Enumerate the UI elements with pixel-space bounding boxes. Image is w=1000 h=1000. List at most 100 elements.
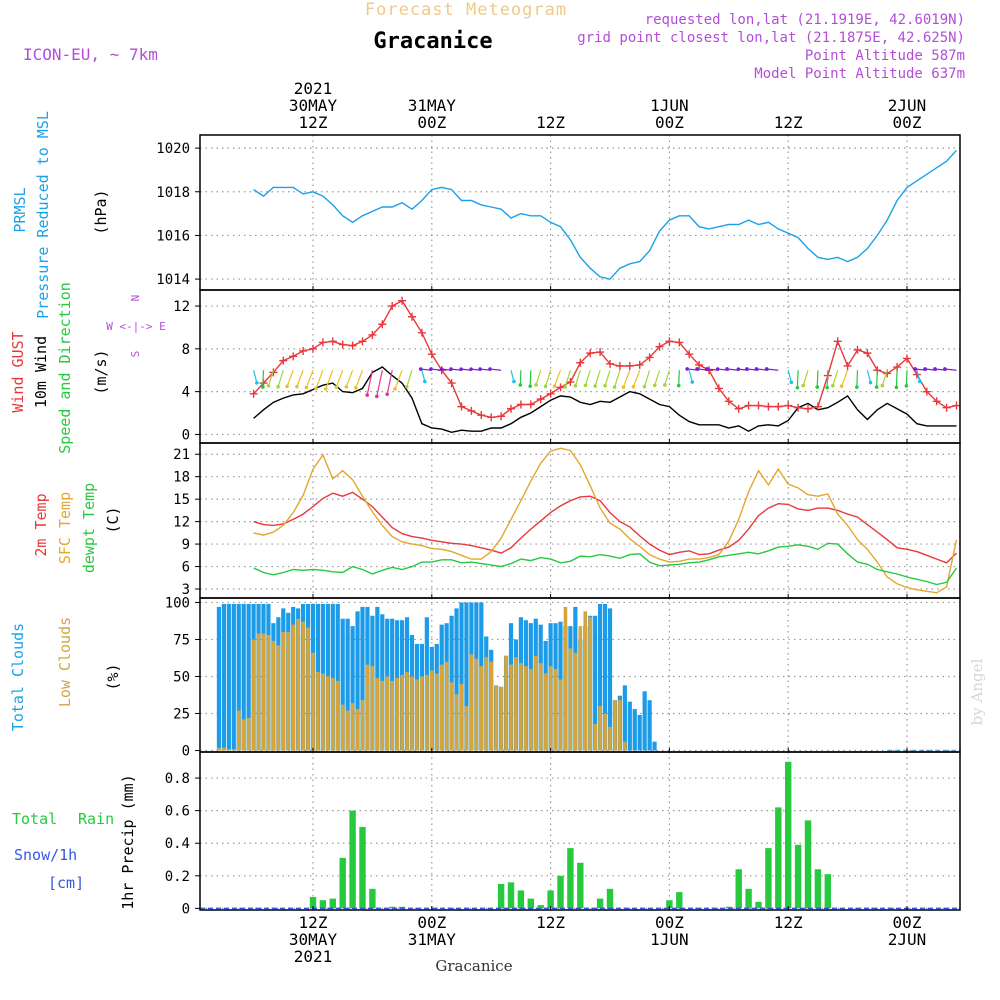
- wind-arrow-head: [354, 385, 358, 390]
- ytick-label: 0: [182, 427, 190, 443]
- cloud-bar-low: [454, 694, 459, 751]
- ytick-label: 0: [182, 744, 190, 760]
- cloud-bar-total: [340, 618, 345, 751]
- panel-frame: [199, 442, 961, 599]
- time-label: 00Z: [417, 913, 446, 932]
- series-line-prmsl: [253, 149, 958, 280]
- cloud-bar-low: [326, 676, 330, 751]
- cloud-bar-low: [519, 663, 523, 751]
- precip-bar: [507, 882, 515, 909]
- wind-arrow-head: [918, 379, 922, 384]
- wind-arrow: [345, 370, 354, 388]
- gust-marker: [299, 346, 308, 355]
- cloud-bar-total: [350, 626, 355, 751]
- cloud-bar-low: [583, 611, 588, 751]
- cloud-bar-low: [608, 726, 612, 751]
- cloud-bar-low: [321, 673, 325, 751]
- gust-marker: [695, 360, 704, 369]
- info-point-altitude: Point Altitude 587m: [805, 48, 965, 64]
- frame-layer: [199, 134, 961, 911]
- cloud-bar-total: [330, 603, 335, 751]
- cloud-bar-low: [494, 685, 498, 751]
- precip-bar: [339, 857, 346, 909]
- wind-arrow: [296, 370, 304, 387]
- cloud-bar-low: [439, 664, 444, 751]
- gust-marker: [546, 389, 555, 398]
- gust-marker: [368, 330, 377, 339]
- cloud-bar-low: [375, 677, 380, 751]
- wind-arrow-head: [725, 367, 729, 371]
- wind-arrow-head: [754, 367, 759, 371]
- cloud-bar-low: [217, 747, 221, 751]
- precip-bar: [676, 892, 683, 909]
- cloud-bar-low: [246, 717, 251, 751]
- cloud-bar-low: [227, 749, 231, 751]
- ytick-label: 12: [173, 515, 190, 531]
- cloud-bar-low: [251, 639, 256, 751]
- wind-arrow-head: [255, 381, 259, 385]
- gust-marker: [269, 368, 278, 377]
- cloud-bar-total: [622, 685, 627, 751]
- wind-arrow: [726, 368, 739, 371]
- ytick-label: 8: [182, 342, 190, 358]
- wind-arrow-head: [904, 384, 909, 388]
- precip-bar: [319, 900, 327, 909]
- time-label: 2021: [294, 947, 333, 966]
- cloud-bar-low: [311, 652, 315, 751]
- wind-arrow-head: [736, 367, 741, 371]
- cloud-bar-low: [350, 703, 355, 751]
- wind-arrow: [376, 370, 383, 397]
- wind-arrow-head: [459, 367, 463, 371]
- cloud-bar-low: [474, 658, 479, 751]
- series-line-2m-temp: [253, 491, 957, 564]
- label-c: (C): [104, 506, 122, 533]
- gust-marker: [606, 359, 614, 368]
- wind-arrow-head: [685, 367, 689, 371]
- label-total-clouds: Total Clouds: [9, 623, 27, 731]
- wind-arrow: [325, 370, 334, 390]
- cloud-bar-low: [578, 626, 583, 751]
- cloud-bar-low: [603, 713, 607, 751]
- wind-arrow-head: [715, 367, 720, 371]
- precip-bar: [547, 890, 554, 909]
- wind-arrow-head: [334, 385, 339, 389]
- precip-bar: [745, 888, 752, 909]
- time-label: 2JUN: [888, 930, 927, 949]
- wind-arrow: [632, 370, 641, 387]
- cloud-bar-low: [618, 700, 622, 751]
- gust-marker: [655, 342, 664, 351]
- gust-marker: [843, 361, 852, 370]
- precip-bar: [527, 898, 534, 909]
- wind-arrow: [277, 370, 284, 387]
- wind-arrow-head: [652, 383, 657, 388]
- cloud-bar-low: [568, 648, 573, 751]
- wind-arrow-head: [690, 380, 695, 384]
- label-sfc-temp: SFC Temp: [56, 492, 74, 564]
- wind-arrow: [584, 370, 591, 386]
- cloud-bar-low: [241, 719, 246, 751]
- wind-arrow: [895, 370, 898, 388]
- precip-bar: [517, 890, 525, 909]
- wind-arrow: [916, 370, 921, 382]
- time-label: 2JUN: [888, 96, 927, 115]
- wind-arrow-head: [894, 385, 899, 390]
- wind-arrow: [604, 370, 611, 386]
- cloud-bar-low: [499, 686, 503, 751]
- cloud-bar-low: [484, 657, 489, 751]
- wind-arrow: [406, 370, 413, 387]
- gust-marker: [358, 337, 367, 346]
- ytick-label: 15: [173, 492, 190, 508]
- cloud-bar-low: [222, 747, 226, 751]
- temp-labels: 2m Temp SFC Temp dewpt Temp (C): [32, 483, 122, 573]
- gust-marker: [427, 350, 436, 359]
- cloud-bar-low: [281, 632, 286, 751]
- gust-marker: [378, 320, 387, 329]
- cloud-bar-low: [291, 624, 295, 751]
- cloud-bar-low: [548, 666, 553, 751]
- cloud-bar-total: [241, 603, 246, 751]
- time-label: 00Z: [893, 913, 922, 932]
- gust-marker: [388, 302, 397, 311]
- wind-arrow: [267, 370, 274, 386]
- wind-arrow: [905, 370, 908, 386]
- wind-arrow-head: [552, 384, 557, 388]
